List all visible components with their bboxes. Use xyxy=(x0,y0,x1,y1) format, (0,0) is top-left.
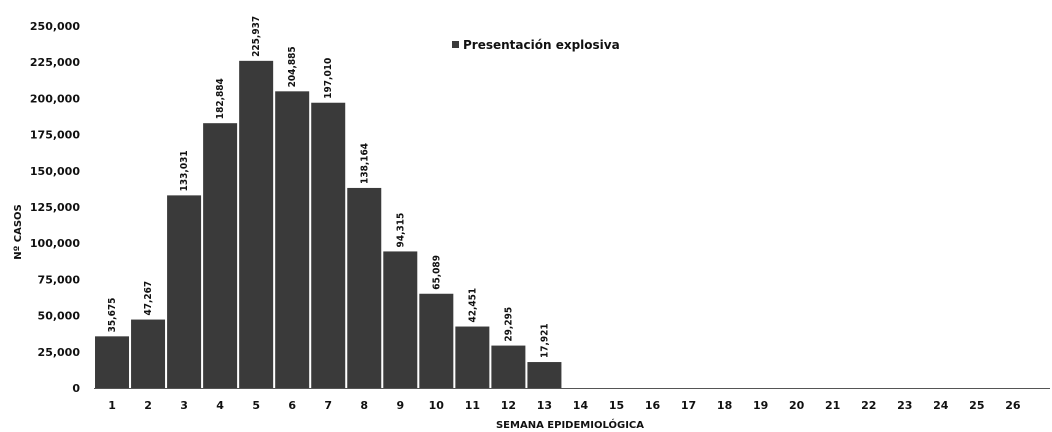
x-tick-label: 3 xyxy=(180,399,188,412)
bars xyxy=(95,60,562,389)
x-tick-label: 10 xyxy=(429,399,445,412)
x-tick-label: 25 xyxy=(969,399,984,412)
legend: Presentación explosiva xyxy=(452,38,620,52)
data-label: 35,675 xyxy=(107,298,118,333)
y-tick-label: 25,000 xyxy=(38,346,81,359)
x-tick-label: 11 xyxy=(465,399,480,412)
bar xyxy=(131,319,166,388)
x-tick-label: 24 xyxy=(933,399,949,412)
x-tick-label: 12 xyxy=(501,399,516,412)
bar xyxy=(167,195,202,388)
data-label: 204,885 xyxy=(287,46,298,87)
data-label: 133,031 xyxy=(179,150,190,191)
y-tick-label: 75,000 xyxy=(38,273,81,286)
data-label: 65,089 xyxy=(431,255,442,290)
data-label: 17,921 xyxy=(539,323,550,358)
x-tick-label: 15 xyxy=(609,399,624,412)
bar xyxy=(527,362,562,388)
y-tick-label: 150,000 xyxy=(30,165,80,178)
x-tick-label: 2 xyxy=(144,399,152,412)
bar xyxy=(275,91,310,388)
x-tick-label: 4 xyxy=(216,399,224,412)
x-tick-label: 9 xyxy=(396,399,404,412)
y-tick-label: 50,000 xyxy=(38,310,81,323)
bar xyxy=(311,102,346,388)
x-tick-label: 17 xyxy=(681,399,696,412)
x-tick-label: 6 xyxy=(288,399,296,412)
data-label: 225,937 xyxy=(251,16,262,57)
x-tick-label: 5 xyxy=(252,399,260,412)
x-tick-label: 26 xyxy=(1005,399,1021,412)
y-tick-label: 125,000 xyxy=(30,201,80,214)
y-tick-label: 0 xyxy=(72,382,80,395)
x-tick-label: 19 xyxy=(753,399,768,412)
x-tick-label: 13 xyxy=(537,399,552,412)
bar xyxy=(239,60,274,388)
x-tick-label: 22 xyxy=(861,399,876,412)
y-tick-label: 100,000 xyxy=(30,237,80,250)
bar xyxy=(95,336,130,388)
y-axis-title: Nº CASOS xyxy=(13,204,24,259)
data-labels: 35,675 47,267 133,031 182,884 225,937 204,885… xyxy=(107,16,550,358)
bar xyxy=(491,345,526,388)
bar xyxy=(383,251,418,388)
legend-label: Presentación explosiva xyxy=(463,38,620,52)
x-tick-label: 8 xyxy=(360,399,368,412)
bar xyxy=(347,187,382,388)
bar xyxy=(455,326,490,388)
bar xyxy=(203,123,238,389)
y-tick-label: 175,000 xyxy=(30,129,80,142)
x-tick-label: 1 xyxy=(108,399,116,412)
x-tick-label: 20 xyxy=(789,399,805,412)
y-tick-label: 200,000 xyxy=(30,92,80,105)
x-tick-label: 21 xyxy=(825,399,840,412)
x-tick-label: 16 xyxy=(645,399,661,412)
data-label: 29,295 xyxy=(503,307,514,342)
x-axis-ticks: 1 2 3 4 5 6 7 8 9 10 11 12 13 14 15 16 17 18 19 20 21 22 23 24 2… xyxy=(108,399,1021,412)
x-tick-label: 7 xyxy=(324,399,332,412)
x-axis-label: SEMANA EPIDEMIOLÓGICA xyxy=(496,418,644,431)
data-label: 94,315 xyxy=(395,213,406,248)
x-tick-label: 14 xyxy=(573,399,589,412)
data-label: 47,267 xyxy=(143,281,154,316)
x-tick-label: 18 xyxy=(717,399,732,412)
bar xyxy=(419,293,454,388)
data-label: 182,884 xyxy=(215,78,226,119)
y-tick-label: 250,000 xyxy=(30,20,80,33)
data-label: 138,164 xyxy=(359,143,370,184)
x-tick-label: 23 xyxy=(897,399,912,412)
data-label: 42,451 xyxy=(467,288,478,323)
legend-swatch xyxy=(452,41,459,48)
y-axis-ticks: 0 25,000 50,000 75,000 100,000 125,000 150,000… xyxy=(30,20,80,395)
y-tick-label: 225,000 xyxy=(30,56,80,69)
y-axis-label: Nº CASOS xyxy=(13,204,24,259)
data-label: 197,010 xyxy=(323,58,334,99)
